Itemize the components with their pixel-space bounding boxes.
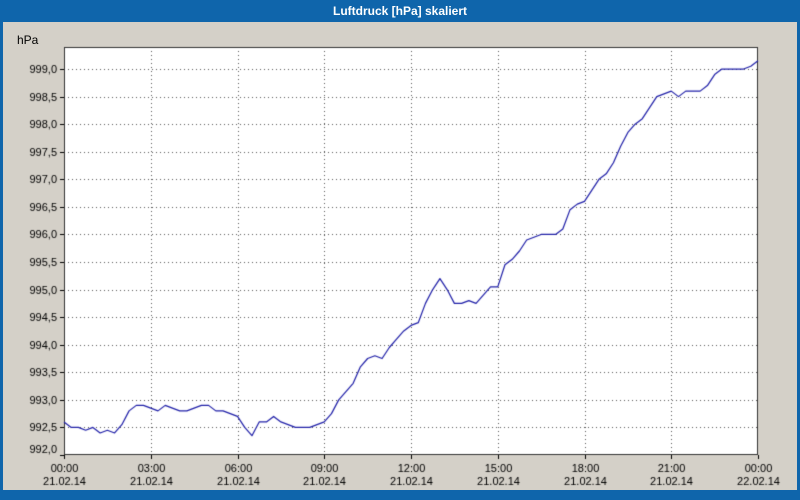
window-title: Luftdruck [hPa] skaliert	[332, 4, 468, 18]
chart-area: hPa	[3, 22, 797, 490]
pressure-chart-canvas	[3, 22, 797, 490]
y-axis-unit-label: hPa	[17, 33, 39, 47]
window-titlebar: Luftdruck [hPa] skaliert	[3, 0, 797, 22]
window-bottom-border	[3, 490, 797, 500]
